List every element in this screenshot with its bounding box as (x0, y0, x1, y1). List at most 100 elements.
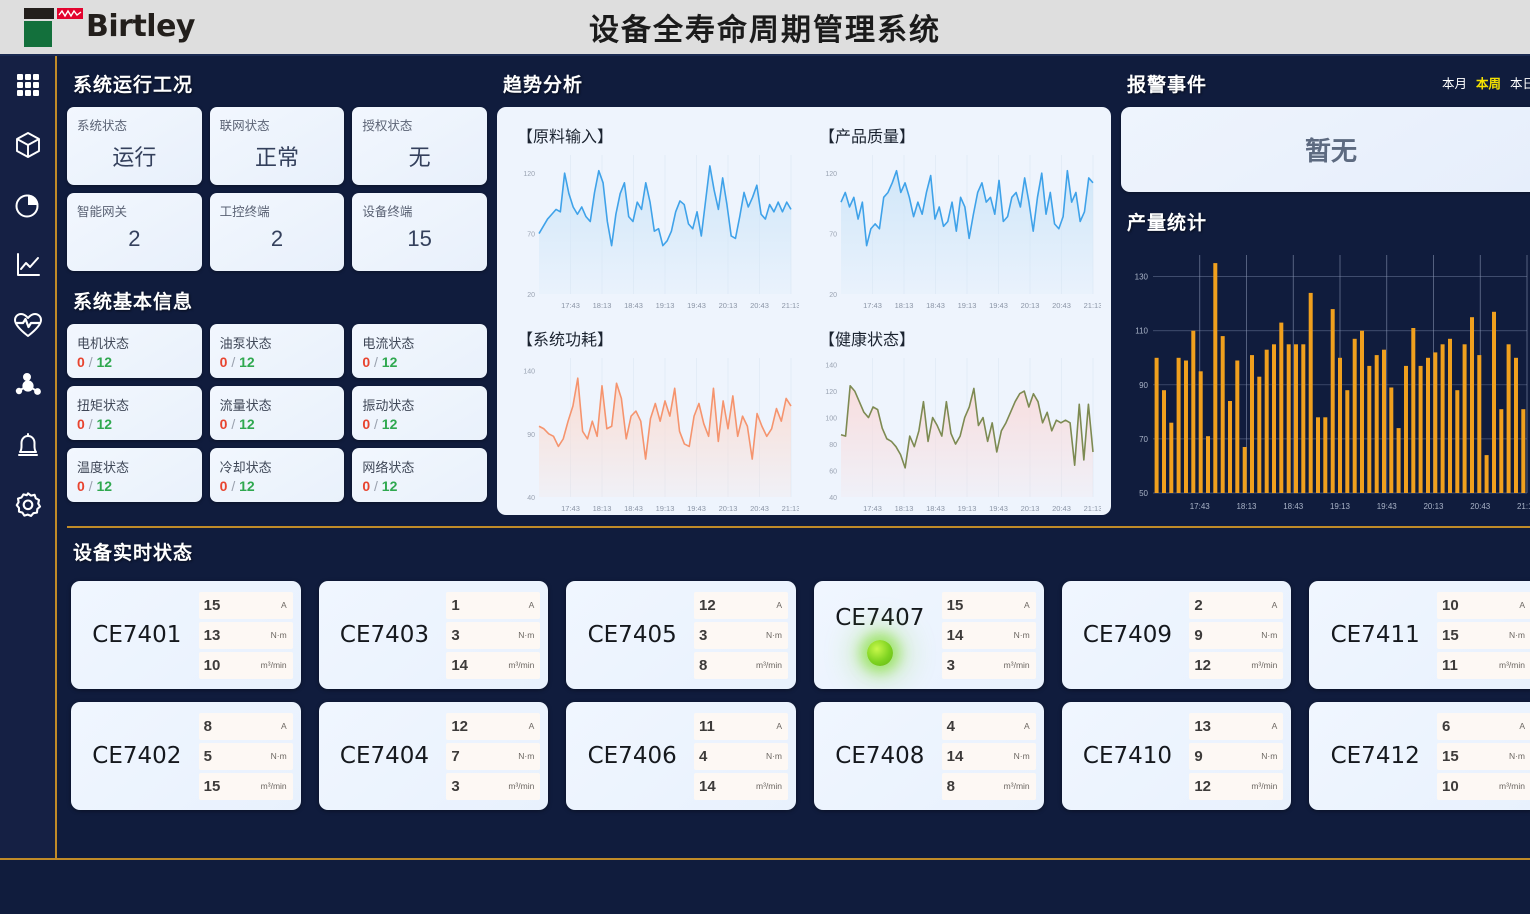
sidebar-item-settings[interactable] (11, 488, 45, 522)
production-bar (1477, 355, 1482, 493)
info-bad-count: 0 (362, 415, 371, 432)
svg-text:18:43: 18:43 (926, 301, 945, 310)
production-bar-chart[interactable]: 50 70 90 110 130 17:43 18:13 18:43 19:13 19:43 20:… (1121, 245, 1530, 520)
device-metric-row: 8 m³/min (941, 772, 1036, 800)
status-card[interactable]: 设备终端 15 (352, 193, 487, 271)
trend-chart-product-quality[interactable]: 【产品质量】 20 70 120 17:43 18:13 18:43 19:13 19:43 2… (805, 115, 1105, 316)
device-card[interactable]: CE7402 8 A 5 N·m 15 m³/min (71, 702, 301, 810)
production-bar (1418, 365, 1423, 493)
device-card[interactable]: CE7406 11 A 4 N·m 14 m³/min (566, 702, 796, 810)
alarm-period-tabs: 本月 本周 本日 (1442, 73, 1530, 92)
info-card-label: 电机状态 (77, 335, 130, 351)
info-card[interactable]: 流量状态 0 / 12 (209, 386, 345, 440)
sidebar-item-statistics[interactable] (11, 188, 45, 222)
device-metric-unit: A (528, 721, 535, 731)
device-identity: CE7409 (1062, 581, 1190, 689)
device-card[interactable]: CE7407 15 A 14 N·m 3 m³/min (814, 581, 1044, 689)
device-card[interactable]: CE7401 15 A 13 N·m 10 m³/min (71, 581, 301, 689)
svg-text:50: 50 (1139, 489, 1148, 498)
info-card[interactable]: 振动状态 0 / 12 (352, 386, 487, 440)
device-metrics: 1 A 3 N·m 14 m³/min (446, 581, 548, 689)
sidebar-item-trend[interactable] (11, 248, 45, 282)
svg-text:90: 90 (1139, 381, 1148, 390)
production-bar (1228, 401, 1232, 493)
svg-text:19:43: 19:43 (687, 301, 706, 310)
info-card[interactable]: 电机状态 0 / 12 (67, 324, 202, 378)
device-metric-unit: m³/min (1251, 781, 1278, 791)
device-id-label: CE7403 (339, 622, 430, 648)
device-card[interactable]: CE7408 4 A 14 N·m 8 m³/min (814, 702, 1044, 810)
status-card[interactable]: 智能网关 2 (67, 193, 202, 271)
device-metric-value: 2 (1194, 596, 1203, 614)
production-bar (1440, 344, 1445, 494)
status-card[interactable]: 工控终端 2 (209, 193, 345, 271)
production-bar (1220, 336, 1225, 493)
device-metric-unit: m³/min (508, 660, 535, 670)
alarm-tab-day[interactable]: 本日 (1509, 77, 1530, 91)
info-card[interactable]: 温度状态 0 / 12 (67, 448, 202, 502)
status-card[interactable]: 系统状态 运行 (67, 107, 202, 185)
sidebar-item-health[interactable] (11, 308, 45, 342)
device-metrics: 13 A 9 N·m 12 m³/min (1189, 702, 1291, 810)
device-metric-value: 4 (699, 747, 708, 765)
device-metric-value: 14 (451, 656, 469, 674)
device-card[interactable]: CE7410 13 A 9 N·m 12 m³/min (1061, 702, 1292, 810)
device-card[interactable]: CE7411 10 A 15 N·m 11 m³/min (1309, 581, 1530, 689)
trend-title: 趋势分析 (503, 75, 584, 96)
trend-chart-power-consumption[interactable]: 【系统功耗】 40 90 140 17:43 18:13 18:43 19:13 19:43 2… (503, 318, 803, 519)
info-card[interactable]: 电流状态 0 / 12 (352, 324, 487, 378)
production-bar (1360, 330, 1364, 493)
production-bar (1162, 390, 1166, 493)
device-id-label: CE7409 (1082, 622, 1173, 648)
sidebar-item-dashboard[interactable] (11, 68, 45, 102)
production-bar (1323, 417, 1328, 493)
device-metric-unit: m³/min (1003, 781, 1030, 791)
device-card[interactable]: CE7403 1 A 3 N·m 14 m³/min (318, 581, 549, 689)
network-nodes-icon (15, 373, 41, 395)
device-identity: CE7410 (1062, 702, 1190, 810)
svg-text:40: 40 (527, 495, 535, 502)
trend-chart-svg: 20 70 120 17:43 18:13 18:43 19:13 19:43 20:13 20:… (523, 155, 799, 310)
device-card[interactable]: CE7409 2 A 9 N·m 12 m³/min (1061, 581, 1292, 689)
device-metric-unit: N·m (1013, 751, 1030, 761)
trend-chart-health-status[interactable]: 【健康状态】 40 60 80 100 120 140 17:43 18:13 18:43 19:… (805, 318, 1105, 519)
info-card[interactable]: 油泵状态 0 / 12 (209, 324, 345, 378)
device-metric-unit: m³/min (1499, 781, 1525, 791)
info-card[interactable]: 网络状态 0 / 12 (352, 448, 487, 502)
production-bar (1484, 455, 1489, 493)
device-metric-row: 10 m³/min (1437, 772, 1530, 800)
top-panels: 系统运行工况 系统状态 运行 联网状态 正常 授权状态 无 (57, 56, 1530, 526)
info-card-ratio: 0 / 12 (220, 416, 335, 432)
production-bar (1176, 357, 1181, 493)
production-bar (1492, 311, 1496, 493)
sidebar-item-equipment[interactable] (11, 128, 45, 162)
device-metric-row: 9 N·m (1189, 742, 1284, 770)
svg-text:19:13: 19:13 (958, 504, 977, 513)
device-card[interactable]: CE7404 12 A 7 N·m 3 m³/min (318, 702, 549, 810)
device-metrics: 12 A 7 N·m 3 m³/min (446, 702, 548, 810)
info-ok-count: 12 (239, 477, 255, 494)
trend-chart-raw-material[interactable]: 【原料输入】 20 70 120 17:43 18:13 18:43 19:13 19:43 2… (503, 115, 803, 316)
device-metric-unit: m³/min (1499, 660, 1525, 670)
device-card[interactable]: CE7405 12 A 3 N·m 8 m³/min (566, 581, 796, 689)
svg-text:110: 110 (1135, 327, 1148, 336)
alarm-tab-week[interactable]: 本周 (1475, 77, 1501, 91)
alarm-tab-month[interactable]: 本月 (1441, 77, 1467, 91)
sidebar-item-network[interactable] (11, 368, 45, 402)
device-metric-row: 14 N·m (941, 621, 1036, 649)
info-card[interactable]: 扭矩状态 0 / 12 (67, 386, 202, 440)
device-id-label: CE7401 (92, 622, 182, 648)
status-card[interactable]: 授权状态 无 (352, 107, 487, 185)
info-separator: / (88, 415, 93, 432)
info-card[interactable]: 冷却状态 0 / 12 (209, 448, 345, 502)
logo-wordmark: Birtley (86, 9, 195, 44)
sidebar-nav (0, 56, 57, 914)
device-metrics: 15 A 13 N·m 10 m³/min (198, 581, 301, 689)
device-metric-row: 13 N·m (198, 621, 293, 649)
status-card[interactable]: 联网状态 正常 (209, 107, 345, 185)
device-metric-unit: m³/min (260, 781, 287, 791)
production-bar (1396, 428, 1401, 493)
production-bar (1250, 355, 1254, 493)
device-card[interactable]: CE7412 6 A 15 N·m 10 m³/min (1309, 702, 1530, 810)
sidebar-item-alarms[interactable] (11, 428, 45, 462)
